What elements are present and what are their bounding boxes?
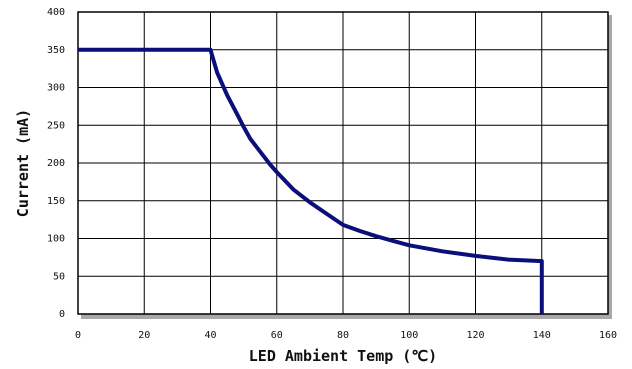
x-tick-label: 0 (75, 330, 81, 341)
series-layer (78, 47, 544, 314)
derating-curve (78, 47, 544, 314)
y-tick-label: 100 (47, 234, 65, 245)
x-tick-label: 80 (337, 330, 349, 341)
x-axis-title: LED Ambient Temp (℃) (249, 347, 437, 365)
x-tick-label: 160 (599, 330, 617, 341)
plot-frame (77, 11, 609, 315)
y-tick-label: 250 (47, 120, 65, 131)
y-axis-title: Current (mA) (14, 109, 32, 217)
x-tick-label: 120 (466, 330, 484, 341)
y-tick-label: 200 (47, 158, 65, 169)
x-tick-label: 60 (271, 330, 283, 341)
y-tick-label: 300 (47, 83, 65, 94)
y-tick-label: 400 (47, 7, 65, 18)
x-tick-label: 140 (533, 330, 551, 341)
y-tick-label: 0 (59, 309, 65, 320)
y-tick-label: 50 (53, 271, 65, 282)
y-tick-label: 350 (47, 45, 65, 56)
x-tick-label: 100 (400, 330, 418, 341)
x-tick-label: 20 (138, 330, 150, 341)
y-tick-label: 150 (47, 196, 65, 207)
tick-labels: 0 20 40 60 80 100 120 140 160 0 50 100 150 200 250 300 3… (47, 7, 617, 341)
grid (77, 11, 609, 315)
x-tick-label: 40 (204, 330, 216, 341)
